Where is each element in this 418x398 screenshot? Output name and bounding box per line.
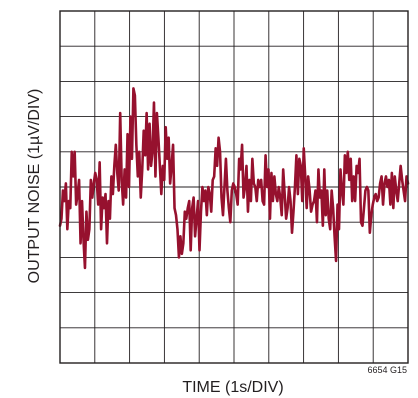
x-axis-label: TIME (1s/DIV) (182, 379, 283, 396)
y-axis-label: OUTPUT NOISE (1µV/DIV) (26, 89, 43, 284)
plot-frame (59, 10, 409, 364)
figure-code: 6654 G15 (367, 365, 407, 375)
plot-area (58, 87, 410, 270)
noise-trace (58, 87, 410, 270)
